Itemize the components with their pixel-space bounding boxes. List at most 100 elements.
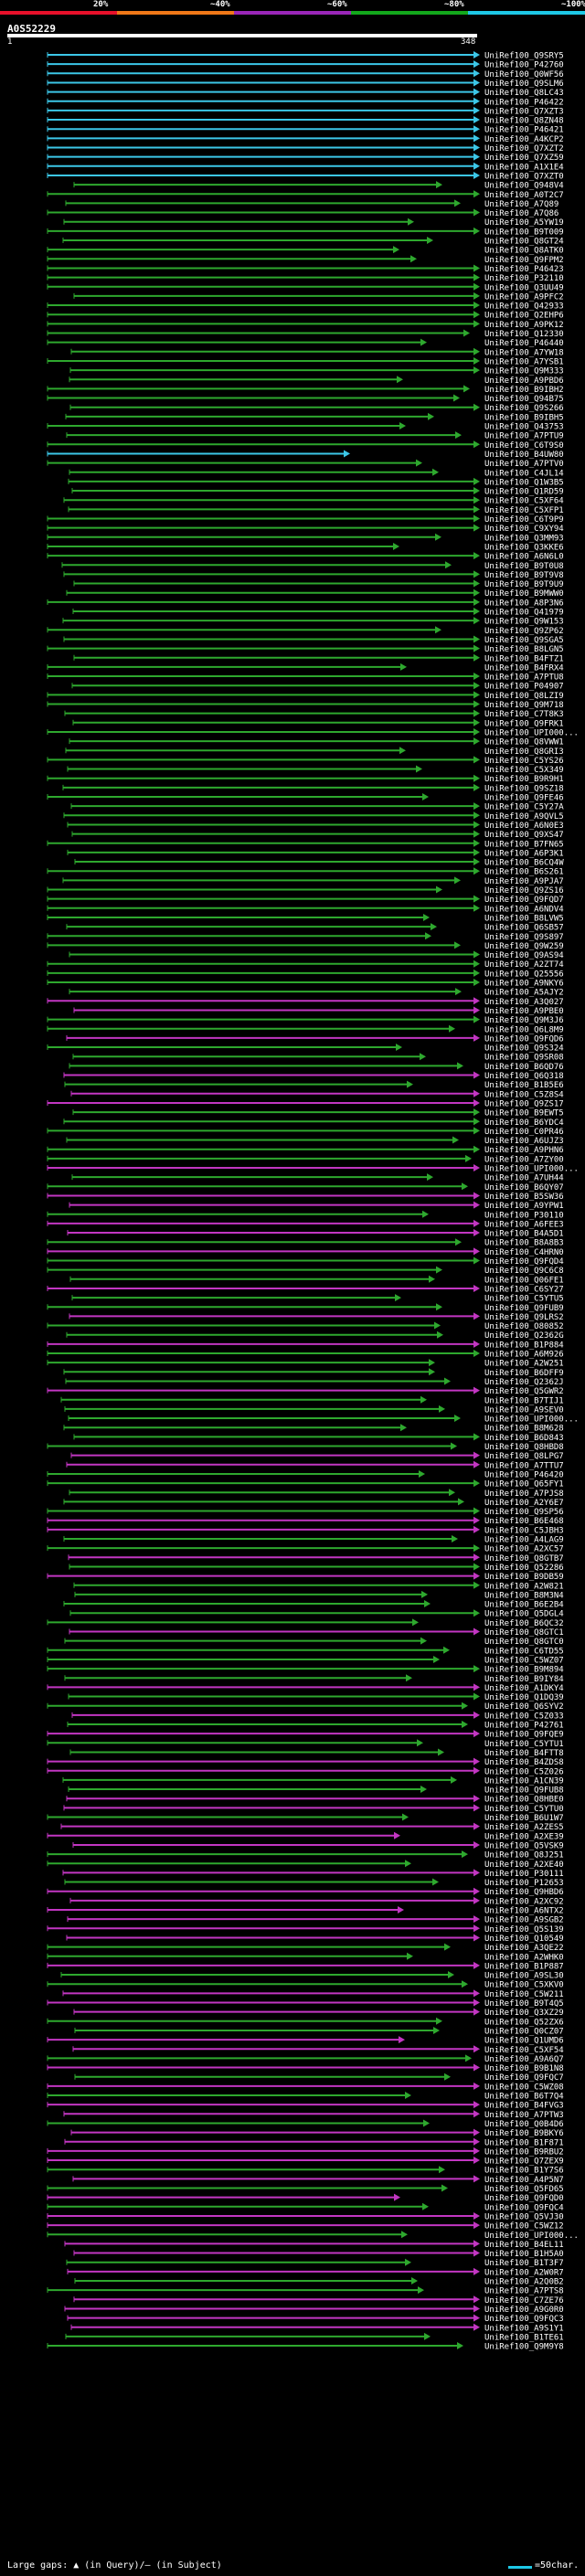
hit-label[interactable]: UniRef100_P46440: [484, 339, 564, 348]
hit-label[interactable]: UniRef100_Q0CZ07: [484, 2027, 564, 2036]
hit-label[interactable]: UniRef100_A6N6L0: [484, 553, 564, 562]
hit-label[interactable]: UniRef100_B8M628: [484, 1425, 564, 1434]
hit-label[interactable]: UniRef100_A9PK12: [484, 321, 564, 330]
hit-label[interactable]: UniRef100_Q6L8M9: [484, 1025, 564, 1034]
hit-label[interactable]: UniRef100_B9BKY6: [484, 2129, 564, 2138]
hit-label[interactable]: UniRef100_A6NTX2: [484, 1907, 564, 1916]
hit-label[interactable]: UniRef100_P32110: [484, 274, 564, 283]
hit-label[interactable]: UniRef100_C5Z033: [484, 1712, 564, 1721]
hit-label[interactable]: UniRef100_C4HRN0: [484, 1248, 564, 1257]
hit-label[interactable]: UniRef100_Q06FE1: [484, 1276, 564, 1285]
hit-label[interactable]: UniRef100_A2ZES5: [484, 1823, 564, 1832]
hit-label[interactable]: UniRef100_Q9FRK1: [484, 719, 564, 728]
hit-label[interactable]: UniRef100_Q65FY1: [484, 1480, 564, 1489]
hit-label[interactable]: UniRef100_C7T8K3: [484, 710, 564, 719]
hit-label[interactable]: UniRef100_C5Y27A: [484, 803, 564, 812]
hit-label[interactable]: UniRef100_A2XC92: [484, 1897, 564, 1906]
hit-label[interactable]: UniRef100_P42760: [484, 61, 564, 70]
hit-label[interactable]: UniRef100_Q9ZS17: [484, 1099, 564, 1108]
hit-label[interactable]: UniRef100_Q3MM93: [484, 534, 564, 543]
hit-label[interactable]: UniRef100_A3Q027: [484, 998, 564, 1007]
hit-label[interactable]: UniRef100_Q43753: [484, 423, 564, 432]
hit-label[interactable]: UniRef100_B9EWT5: [484, 1109, 564, 1118]
hit-label[interactable]: UniRef100_C5YTU5: [484, 1295, 564, 1304]
hit-label[interactable]: UniRef100_C5XKV0: [484, 1981, 564, 1990]
hit-label[interactable]: UniRef100_Q8GRI3: [484, 747, 564, 757]
hit-label[interactable]: UniRef100_A2W821: [484, 1582, 564, 1591]
hit-label[interactable]: UniRef100_A6FEE3: [484, 1220, 564, 1229]
hit-label[interactable]: UniRef100_A9PFC2: [484, 292, 564, 302]
hit-label[interactable]: UniRef100_B6DFF9: [484, 1369, 564, 1378]
hit-label[interactable]: UniRef100_Q8J251: [484, 1851, 564, 1860]
hit-label[interactable]: UniRef100_B9DB59: [484, 1573, 564, 1582]
hit-label[interactable]: UniRef100_C5WZ12: [484, 2222, 564, 2231]
hit-label[interactable]: UniRef100_B7TIJ1: [484, 1396, 564, 1405]
hit-label[interactable]: UniRef100_A5AJY2: [484, 989, 564, 998]
hit-label[interactable]: UniRef100_B6D843: [484, 1434, 564, 1443]
hit-label[interactable]: UniRef100_Q9M9Y8: [484, 2343, 564, 2352]
hit-label[interactable]: UniRef100_B6S261: [484, 868, 564, 877]
hit-label[interactable]: UniRef100_P30111: [484, 1870, 564, 1879]
hit-label[interactable]: UniRef100_B9M894: [484, 1666, 564, 1675]
hit-label[interactable]: UniRef100_Q52ZX6: [484, 2018, 564, 2027]
hit-label[interactable]: UniRef100_UPI000...: [484, 1165, 579, 1174]
hit-label[interactable]: UniRef100_B1P884: [484, 1341, 564, 1350]
hit-label[interactable]: UniRef100_C5YTU0: [484, 1805, 564, 1814]
hit-label[interactable]: UniRef100_Q9S266: [484, 404, 564, 413]
hit-label[interactable]: UniRef100_B9B1N8: [484, 2064, 564, 2073]
hit-label[interactable]: UniRef100_A7UH44: [484, 1174, 564, 1183]
hit-label[interactable]: UniRef100_B4A5D1: [484, 1230, 564, 1239]
hit-label[interactable]: UniRef100_P12653: [484, 1879, 564, 1888]
hit-label[interactable]: UniRef100_B9T9U9: [484, 580, 564, 589]
hit-label[interactable]: UniRef100_Q5FD65: [484, 2185, 564, 2194]
hit-label[interactable]: UniRef100_B6QD76: [484, 1063, 564, 1072]
hit-label[interactable]: UniRef100_A9SEV0: [484, 1405, 564, 1415]
hit-label[interactable]: UniRef100_Q9FQD0: [484, 2194, 564, 2203]
hit-label[interactable]: UniRef100_Q52286: [484, 1564, 564, 1573]
hit-label[interactable]: UniRef100_A2XE40: [484, 1860, 564, 1870]
hit-label[interactable]: UniRef100_A4KCP2: [484, 135, 564, 144]
hit-label[interactable]: UniRef100_A9NKY6: [484, 980, 564, 989]
hit-label[interactable]: UniRef100_Q5VSK9: [484, 1841, 564, 1850]
hit-label[interactable]: UniRef100_Q7XZT0: [484, 172, 564, 181]
hit-label[interactable]: UniRef100_Q9SZ18: [484, 784, 564, 793]
hit-label[interactable]: UniRef100_Q2EHP6: [484, 312, 564, 321]
hit-label[interactable]: UniRef100_Q9W259: [484, 942, 564, 951]
hit-label[interactable]: UniRef100_B6E2B4: [484, 1601, 564, 1610]
hit-label[interactable]: UniRef100_A9PBD6: [484, 376, 564, 386]
hit-label[interactable]: UniRef100_UPI000...: [484, 2231, 579, 2241]
hit-label[interactable]: UniRef100_C5XFP1: [484, 506, 564, 515]
hit-label[interactable]: UniRef100_B4UW80: [484, 451, 564, 460]
hit-label[interactable]: UniRef100_B9T0U8: [484, 562, 564, 571]
hit-label[interactable]: UniRef100_O80852: [484, 1322, 564, 1331]
hit-label[interactable]: UniRef100_B9RBU2: [484, 2147, 564, 2157]
hit-label[interactable]: UniRef100_A7YW18: [484, 348, 564, 357]
hit-label[interactable]: UniRef100_B9MWW0: [484, 589, 564, 599]
hit-label[interactable]: UniRef100_B6U1W7: [484, 1814, 564, 1823]
hit-label[interactable]: UniRef100_C9XY94: [484, 525, 564, 534]
hit-label[interactable]: UniRef100_C6SY27: [484, 1285, 564, 1294]
hit-label[interactable]: UniRef100_A2Q0B2: [484, 2278, 564, 2287]
hit-label[interactable]: UniRef100_A6UJZ3: [484, 1137, 564, 1146]
hit-label[interactable]: UniRef100_P46421: [484, 126, 564, 135]
hit-label[interactable]: UniRef100_B4FRX4: [484, 663, 564, 673]
hit-label[interactable]: UniRef100_A4P5N7: [484, 2176, 564, 2185]
hit-label[interactable]: UniRef100_Q9AS94: [484, 951, 564, 960]
hit-label[interactable]: UniRef100_A0T2C7: [484, 191, 564, 200]
hit-label[interactable]: UniRef100_A2XC57: [484, 1545, 564, 1554]
hit-label[interactable]: UniRef100_B6YDC4: [484, 1118, 564, 1128]
hit-label[interactable]: UniRef100_B4FVG3: [484, 2102, 564, 2111]
hit-label[interactable]: UniRef100_Q6SB57: [484, 924, 564, 933]
hit-label[interactable]: UniRef100_Q9FUB8: [484, 1786, 564, 1796]
hit-label[interactable]: UniRef100_B1P887: [484, 1962, 564, 1971]
hit-label[interactable]: UniRef100_P04907: [484, 683, 564, 692]
hit-label[interactable]: UniRef100_A7PTU9: [484, 432, 564, 441]
hit-label[interactable]: UniRef100_A7ZY00: [484, 1155, 564, 1164]
hit-label[interactable]: UniRef100_C6T9P9: [484, 515, 564, 525]
hit-label[interactable]: UniRef100_A6NDV4: [484, 905, 564, 914]
hit-label[interactable]: UniRef100_C4JL14: [484, 469, 564, 478]
hit-label[interactable]: UniRef100_B9R9H1: [484, 775, 564, 784]
hit-label[interactable]: UniRef100_C5YS26: [484, 757, 564, 766]
hit-label[interactable]: UniRef100_A2W0R7: [484, 2268, 564, 2277]
hit-label[interactable]: UniRef100_B9T9V8: [484, 571, 564, 580]
